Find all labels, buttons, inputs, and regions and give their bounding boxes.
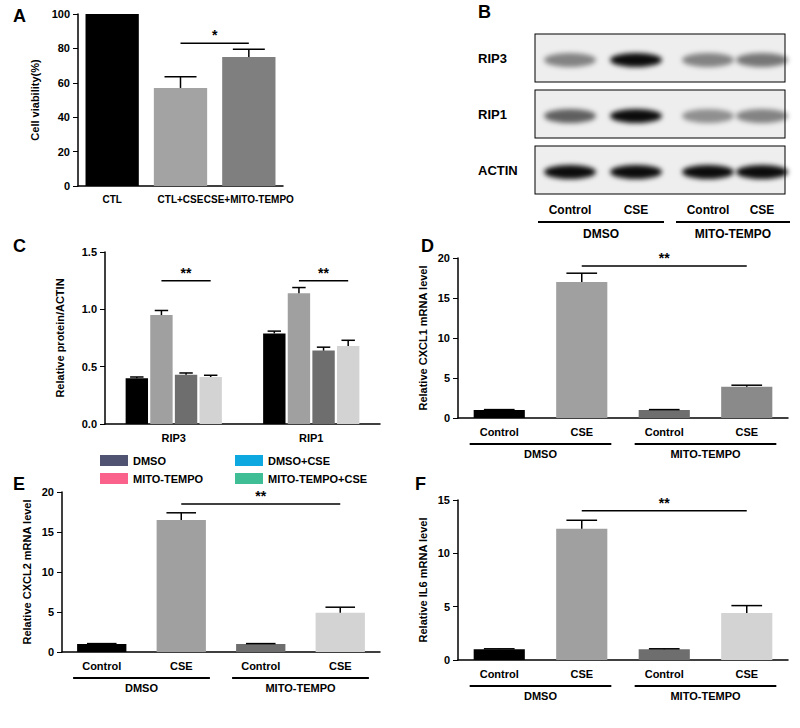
svg-text:MITO-TEMPO: MITO-TEMPO: [670, 448, 741, 460]
svg-text:10: 10: [42, 566, 54, 578]
svg-text:Control: Control: [480, 426, 519, 438]
svg-text:Relative CXCL2 mRNA level: Relative CXCL2 mRNA level: [21, 499, 33, 644]
svg-text:1.5: 1.5: [82, 246, 97, 258]
svg-text:CSE: CSE: [570, 668, 593, 680]
svg-text:MITO-TEMPO+CSE: MITO-TEMPO+CSE: [268, 473, 367, 485]
svg-text:Cell viability(%): Cell viability(%): [29, 59, 41, 141]
svg-text:0: 0: [444, 654, 450, 666]
svg-text:**: **: [181, 265, 192, 281]
svg-text:CSE: CSE: [735, 668, 758, 680]
svg-text:20: 20: [438, 252, 450, 264]
svg-text:0.5: 0.5: [82, 361, 97, 373]
svg-text:D: D: [421, 236, 434, 256]
svg-text:*: *: [212, 27, 218, 43]
svg-text:Relative protein/ACTIN: Relative protein/ACTIN: [54, 278, 66, 397]
svg-text:1.0: 1.0: [82, 303, 97, 315]
svg-text:DMSO: DMSO: [583, 227, 619, 241]
svg-text:RIP1: RIP1: [299, 432, 323, 444]
svg-text:15: 15: [42, 526, 54, 538]
svg-text:F: F: [415, 474, 426, 494]
svg-text:Control: Control: [645, 668, 684, 680]
svg-text:CTL+CSE: CTL+CSE: [158, 194, 204, 205]
svg-text:MITO-TEMPO: MITO-TEMPO: [133, 473, 204, 485]
svg-text:RIP1: RIP1: [478, 107, 507, 122]
svg-text:DMSO: DMSO: [133, 455, 166, 467]
svg-text:A: A: [13, 6, 26, 26]
svg-text:Control: Control: [82, 660, 121, 672]
svg-text:Control: Control: [687, 203, 730, 217]
svg-text:10: 10: [438, 547, 450, 559]
svg-text:Relative CXCL1 mRNA level: Relative CXCL1 mRNA level: [417, 265, 429, 410]
svg-text:Control: Control: [480, 668, 519, 680]
svg-text:15: 15: [438, 494, 450, 506]
svg-text:100: 100: [52, 8, 70, 20]
svg-text:MITO-TEMPO: MITO-TEMPO: [670, 690, 741, 702]
svg-text:5: 5: [444, 601, 450, 613]
svg-text:Control: Control: [241, 660, 280, 672]
svg-text:5: 5: [444, 372, 450, 384]
svg-text:E: E: [13, 474, 25, 494]
svg-text:20: 20: [42, 486, 54, 498]
svg-text:20: 20: [58, 146, 70, 158]
svg-text:B: B: [478, 2, 491, 22]
svg-text:Control: Control: [645, 426, 684, 438]
svg-text:C: C: [13, 236, 26, 256]
svg-text:CSE: CSE: [570, 426, 593, 438]
svg-text:CSE: CSE: [735, 426, 758, 438]
svg-text:**: **: [659, 250, 670, 266]
svg-text:**: **: [659, 495, 670, 511]
svg-text:0.0: 0.0: [82, 418, 97, 430]
svg-text:15: 15: [438, 292, 450, 304]
svg-text:5: 5: [48, 606, 54, 618]
svg-text:DMSO: DMSO: [524, 448, 557, 460]
svg-text:CSE: CSE: [170, 660, 193, 672]
svg-text:ACTIN: ACTIN: [478, 163, 518, 178]
svg-text:MITO-TEMPO: MITO-TEMPO: [265, 682, 336, 694]
svg-text:CSE: CSE: [624, 203, 649, 217]
svg-text:RIP3: RIP3: [478, 51, 507, 66]
svg-text:CTL: CTL: [102, 194, 121, 205]
svg-text:40: 40: [58, 111, 70, 123]
svg-text:0: 0: [64, 180, 70, 192]
svg-text:DMSO: DMSO: [125, 682, 158, 694]
svg-text:80: 80: [58, 42, 70, 54]
svg-text:DMSO: DMSO: [524, 690, 557, 702]
svg-text:DMSO+CSE: DMSO+CSE: [268, 455, 330, 467]
svg-text:60: 60: [58, 77, 70, 89]
svg-text:0: 0: [48, 646, 54, 658]
svg-text:0: 0: [444, 412, 450, 424]
svg-text:CSE+MITO-TEMPO: CSE+MITO-TEMPO: [204, 194, 294, 205]
svg-text:Relative IL6 mRNA level: Relative IL6 mRNA level: [417, 518, 429, 643]
svg-text:CSE: CSE: [750, 203, 775, 217]
svg-text:MITO-TEMPO: MITO-TEMPO: [695, 227, 771, 241]
svg-text:**: **: [318, 265, 329, 281]
svg-text:**: **: [255, 488, 266, 504]
svg-text:RIP3: RIP3: [162, 432, 186, 444]
svg-text:10: 10: [438, 332, 450, 344]
svg-text:CSE: CSE: [329, 660, 352, 672]
svg-text:Control: Control: [549, 203, 592, 217]
